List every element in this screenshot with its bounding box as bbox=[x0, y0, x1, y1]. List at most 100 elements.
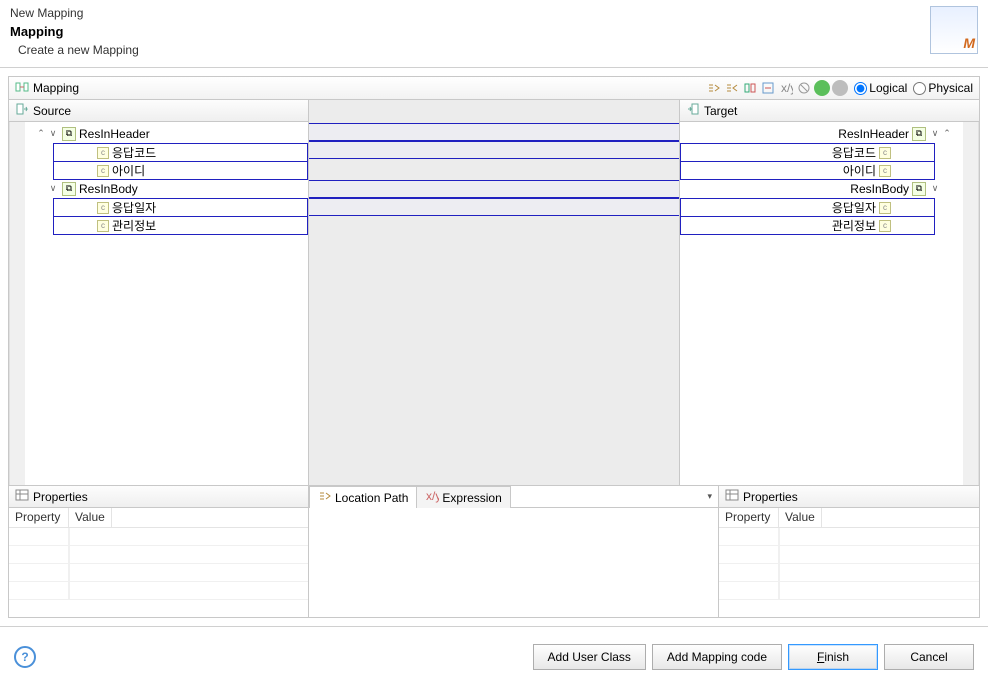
expression-icon: x/y bbox=[425, 489, 439, 506]
wizard-image-icon: M bbox=[930, 6, 978, 54]
target-field-0-0: 응답코드 bbox=[832, 144, 876, 161]
tab-location-path[interactable]: Location Path bbox=[309, 486, 417, 508]
radio-physical[interactable]: Physical bbox=[913, 81, 973, 95]
toolbar-icon-1[interactable] bbox=[706, 80, 722, 96]
source-panel: Source ⌃ ∨ ⧉ ResInHeader c 응답코드 bbox=[9, 100, 309, 485]
property-row[interactable] bbox=[719, 582, 979, 600]
target-field-row[interactable]: c 응답코드 bbox=[680, 143, 935, 162]
wizard-footer: ? Add User Class Add Mapping code Finish… bbox=[0, 626, 988, 686]
expand-icon[interactable]: ∨ bbox=[47, 128, 59, 139]
radio-logical-input[interactable] bbox=[854, 82, 867, 95]
type-icon: c bbox=[879, 202, 891, 214]
properties-columns: Property Value bbox=[9, 508, 308, 528]
source-field-row[interactable]: c 응답코드 bbox=[53, 143, 308, 162]
property-row[interactable] bbox=[9, 546, 308, 564]
source-label: Source bbox=[33, 104, 71, 118]
source-tree[interactable]: ⌃ ∨ ⧉ ResInHeader c 응답코드 c 아이디 bbox=[25, 122, 308, 485]
property-row[interactable] bbox=[9, 582, 308, 600]
radio-logical-label: Logical bbox=[869, 81, 907, 95]
help-icon[interactable]: ? bbox=[14, 646, 36, 668]
target-properties-panel: Properties Property Value bbox=[719, 486, 979, 617]
radio-logical[interactable]: Logical bbox=[854, 81, 907, 95]
target-field-1-1: 관리정보 bbox=[832, 217, 876, 234]
radio-physical-input[interactable] bbox=[913, 82, 926, 95]
source-group-1-label: ResInBody bbox=[79, 182, 138, 196]
source-group-row[interactable]: ⌃ ∨ ⧉ ResInBody bbox=[25, 179, 308, 198]
source-field-row[interactable]: c 응답일자 bbox=[53, 198, 308, 217]
type-icon: c bbox=[879, 147, 891, 159]
expand-icon[interactable]: ∨ bbox=[929, 183, 941, 194]
source-field-row[interactable]: c 관리정보 bbox=[53, 216, 308, 235]
source-group-row[interactable]: ⌃ ∨ ⧉ ResInHeader bbox=[25, 124, 308, 143]
wizard-subtitle: Create a new Mapping bbox=[18, 43, 139, 57]
window-title: New Mapping bbox=[10, 6, 139, 20]
mapping-icon bbox=[15, 80, 29, 97]
type-icon: c bbox=[97, 220, 109, 232]
target-field-row[interactable]: c 관리정보 bbox=[680, 216, 935, 235]
expand-icon[interactable]: ∨ bbox=[47, 183, 59, 194]
toolbar-icon-2[interactable] bbox=[724, 80, 740, 96]
collapse-icon[interactable]: ⌃ bbox=[941, 128, 953, 139]
source-field-0-0: 응답코드 bbox=[112, 144, 156, 161]
mapping-connection[interactable] bbox=[309, 141, 679, 159]
target-group-row[interactable]: ⌃ ∨ ⧉ ResInHeader bbox=[680, 124, 963, 143]
properties-label: Properties bbox=[33, 490, 88, 504]
source-field-1-1: 관리정보 bbox=[112, 217, 156, 234]
target-tree[interactable]: ⌃ ∨ ⧉ ResInHeader c 응답코드 c 아이디 bbox=[680, 122, 963, 485]
location-path-icon bbox=[318, 489, 332, 506]
wizard-banner: New Mapping Mapping Create a new Mapping… bbox=[0, 0, 988, 68]
source-properties-panel: Properties Property Value bbox=[9, 486, 309, 617]
target-group-row[interactable]: ⌃ ∨ ⧉ ResInBody bbox=[680, 179, 963, 198]
property-row[interactable] bbox=[9, 528, 308, 546]
source-field-0-1: 아이디 bbox=[112, 162, 145, 179]
toolbar-icon-gray-dot[interactable] bbox=[832, 80, 848, 96]
mapping-connection[interactable] bbox=[309, 198, 679, 216]
mapping-canvas[interactable] bbox=[309, 100, 679, 485]
target-field-row[interactable]: c 응답일자 bbox=[680, 198, 935, 217]
group-icon: ⧉ bbox=[912, 127, 926, 141]
properties-label: Properties bbox=[743, 490, 798, 504]
source-scroll-gutter[interactable] bbox=[9, 122, 25, 485]
target-group-1-label: ResInBody bbox=[850, 182, 909, 196]
toolbar-icon-4[interactable] bbox=[760, 80, 776, 96]
tab-expression-label: Expression bbox=[442, 491, 501, 505]
collapse-icon[interactable]: ⌃ bbox=[35, 128, 47, 139]
type-icon: c bbox=[879, 165, 891, 177]
target-group-0-label: ResInHeader bbox=[838, 127, 909, 141]
source-group-0-label: ResInHeader bbox=[79, 127, 150, 141]
target-scroll-gutter[interactable] bbox=[963, 122, 979, 485]
target-field-row[interactable]: c 아이디 bbox=[680, 161, 935, 180]
add-mapping-code-button[interactable]: Add Mapping code bbox=[652, 644, 782, 670]
col-value: Value bbox=[779, 508, 822, 527]
wizard-heading: Mapping bbox=[10, 24, 139, 39]
toolbar-icon-3[interactable] bbox=[742, 80, 758, 96]
col-property: Property bbox=[719, 508, 779, 527]
mapping-connection[interactable] bbox=[309, 123, 679, 141]
mapping-toolbar: Mapping x/y Logical Physical bbox=[8, 76, 980, 100]
group-icon: ⧉ bbox=[912, 182, 926, 196]
property-row[interactable] bbox=[9, 564, 308, 582]
target-icon bbox=[686, 102, 700, 119]
property-row[interactable] bbox=[719, 546, 979, 564]
target-field-1-0: 응답일자 bbox=[832, 199, 876, 216]
toolbar-icon-5[interactable]: x/y bbox=[778, 80, 794, 96]
source-field-row[interactable]: c 아이디 bbox=[53, 161, 308, 180]
target-field-0-1: 아이디 bbox=[843, 162, 876, 179]
tab-expression[interactable]: x/y Expression bbox=[416, 486, 510, 508]
cancel-button[interactable]: Cancel bbox=[884, 644, 974, 670]
svg-text:x/y: x/y bbox=[781, 81, 793, 95]
wizard-badge: M bbox=[963, 35, 975, 51]
toolbar-icon-green-dot[interactable] bbox=[814, 80, 830, 96]
center-detail-body[interactable] bbox=[309, 508, 718, 617]
mapping-connection[interactable] bbox=[309, 180, 679, 198]
add-user-class-button[interactable]: Add User Class bbox=[533, 644, 646, 670]
expand-icon[interactable]: ∨ bbox=[929, 128, 941, 139]
finish-button[interactable]: Finish bbox=[788, 644, 878, 670]
group-icon: ⧉ bbox=[62, 182, 76, 196]
tab-location-path-label: Location Path bbox=[335, 491, 408, 505]
property-row[interactable] bbox=[719, 564, 979, 582]
property-row[interactable] bbox=[719, 528, 979, 546]
mapping-label: Mapping bbox=[33, 81, 79, 95]
toolbar-icon-6[interactable] bbox=[796, 80, 812, 96]
tab-menu-icon[interactable]: ▾ bbox=[707, 491, 712, 502]
